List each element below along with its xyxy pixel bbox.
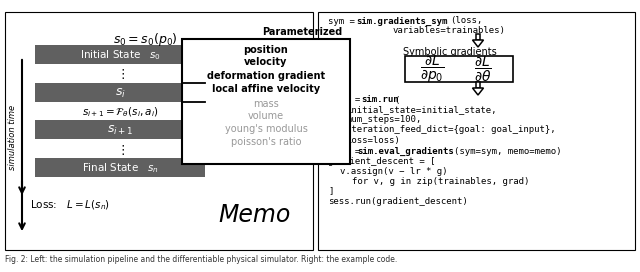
Text: $s_0 = s_0(p_0)$: $s_0 = s_0(p_0)$ [113, 30, 177, 48]
Text: ]: ] [328, 187, 333, 196]
Text: variables=trainables): variables=trainables) [393, 26, 506, 36]
Polygon shape [472, 40, 483, 47]
Bar [476, 82, 480, 88]
Text: $\dfrac{\partial L}{\partial p_0}$: $\dfrac{\partial L}{\partial p_0}$ [420, 53, 444, 85]
Text: sim.eval_gradients: sim.eval_gradients [357, 146, 454, 156]
Text: loss=loss): loss=loss) [346, 135, 400, 144]
Text: for v, g in zip(trainables, grad): for v, g in zip(trainables, grad) [352, 177, 529, 186]
Text: Fig. 2: Left: the simulation pipeline and the differentiable physical simulator.: Fig. 2: Left: the simulation pipeline an… [5, 255, 397, 264]
Text: simulation time: simulation time [8, 104, 17, 169]
Bar [35, 83, 205, 102]
Bar [405, 56, 513, 82]
Text: (loss,: (loss, [450, 17, 483, 26]
Bar [318, 12, 635, 250]
Bar [35, 120, 205, 139]
Text: young's modulus: young's modulus [225, 124, 307, 134]
Text: mass: mass [253, 99, 279, 109]
Text: sim.gradients_sym: sim.gradients_sym [356, 16, 447, 26]
Text: Parameterized
initial state: Parameterized initial state [262, 27, 342, 51]
Bar [5, 12, 313, 250]
Text: Symbolic gradients: Symbolic gradients [403, 47, 497, 57]
Text: Final State   $s_n$: Final State $s_n$ [81, 161, 159, 175]
Text: local affine velocity: local affine velocity [212, 84, 320, 94]
Text: $s_i$: $s_i$ [115, 86, 125, 100]
Text: $\vdots$: $\vdots$ [116, 143, 124, 157]
Text: memo =: memo = [328, 95, 365, 104]
Text: $s_{i+1}$: $s_{i+1}$ [107, 123, 133, 137]
Text: velocity: velocity [244, 57, 288, 67]
Text: (sym=sym, memo=memo): (sym=sym, memo=memo) [454, 147, 561, 156]
Text: grad =: grad = [328, 147, 365, 156]
Text: sym =: sym = [328, 17, 360, 26]
Bar [35, 158, 205, 177]
Text: $s_{i+1} = \mathcal{F}_\theta(s_i, a_i)$: $s_{i+1} = \mathcal{F}_\theta(s_i, a_i)$ [82, 105, 158, 119]
Text: iteration_feed_dict={goal: goal_input},: iteration_feed_dict={goal: goal_input}, [346, 125, 556, 134]
Text: sess.run(gradient_descent): sess.run(gradient_descent) [328, 196, 468, 206]
Text: deformation gradient: deformation gradient [207, 71, 325, 81]
Text: $\dfrac{\partial L}{\partial \theta}$: $\dfrac{\partial L}{\partial \theta}$ [474, 54, 492, 84]
Bar [182, 39, 350, 164]
Text: volume: volume [248, 111, 284, 121]
Text: num_steps=100,: num_steps=100, [346, 116, 421, 125]
Bar [35, 45, 205, 64]
Text: (: ( [394, 95, 399, 104]
Text: sim.run: sim.run [361, 95, 399, 104]
Text: Memo: Memo [219, 203, 291, 227]
Text: gradient_descent = [: gradient_descent = [ [328, 156, 435, 165]
Bar [476, 34, 480, 40]
Text: Initial State   $s_0$: Initial State $s_0$ [79, 48, 161, 62]
Text: position: position [244, 45, 289, 55]
Text: initial_state=initial_state,: initial_state=initial_state, [346, 106, 497, 115]
Text: v.assign(v − lr * g): v.assign(v − lr * g) [340, 166, 447, 175]
Text: poisson's ratio: poisson's ratio [231, 137, 301, 147]
Text: Loss:   $L = L(s_n)$: Loss: $L = L(s_n)$ [30, 198, 110, 212]
Polygon shape [472, 88, 483, 95]
Text: $\vdots$: $\vdots$ [116, 67, 124, 81]
